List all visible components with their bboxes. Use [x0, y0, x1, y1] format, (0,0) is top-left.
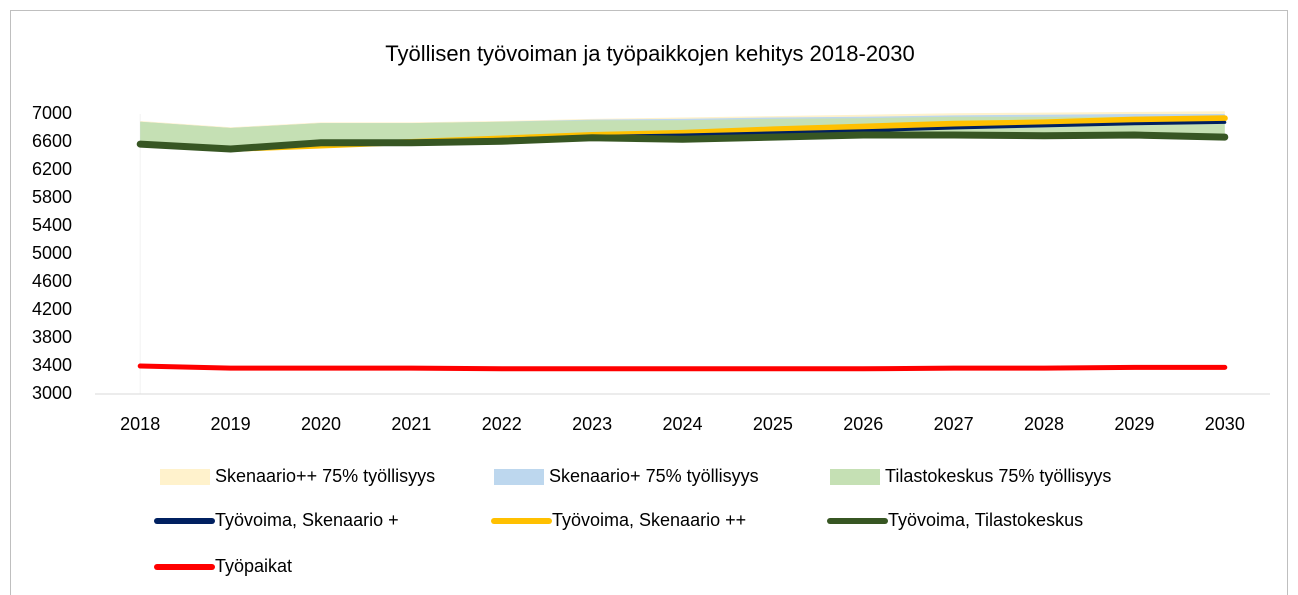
x-tick-label: 2024 — [662, 414, 702, 434]
legend-label: Työpaikat — [215, 556, 292, 576]
legend-label: Työvoima, Skenaario ++ — [552, 510, 746, 530]
x-tick-label: 2021 — [391, 414, 431, 434]
x-tick-label: 2022 — [482, 414, 522, 434]
y-tick-label: 4600 — [32, 271, 72, 291]
y-tick-label: 3800 — [32, 327, 72, 347]
y-tick-label: 7000 — [32, 103, 72, 123]
series-line — [136, 131, 1229, 153]
y-tick-label: 5400 — [32, 215, 72, 235]
legend-label: Työvoima, Tilastokeskus — [888, 510, 1083, 530]
x-tick-label: 2026 — [843, 414, 883, 434]
chart-frame — [10, 10, 1288, 595]
y-tick-label: 5800 — [32, 187, 72, 207]
legend-label: Tilastokeskus 75% työllisyys — [885, 466, 1111, 486]
legend-swatch — [160, 469, 210, 485]
y-tick-label: 3400 — [32, 355, 72, 375]
y-tick-label: 3000 — [32, 383, 72, 403]
x-tick-label: 2029 — [1114, 414, 1154, 434]
chart-title: Työllisen työvoiman ja työpaikkojen kehi… — [385, 41, 915, 66]
x-tick-label: 2018 — [120, 414, 160, 434]
y-tick-label: 5000 — [32, 243, 72, 263]
x-tick-label: 2025 — [753, 414, 793, 434]
legend-swatch — [830, 469, 880, 485]
y-tick-label: 4200 — [32, 299, 72, 319]
legend-swatch — [494, 469, 544, 485]
x-tick-label: 2020 — [301, 414, 341, 434]
legend-label: Skenaario+ 75% työllisyys — [549, 466, 759, 486]
y-tick-label: 6200 — [32, 159, 72, 179]
x-tick-label: 2030 — [1205, 414, 1245, 434]
legend-label: Työvoima, Skenaario + — [215, 510, 399, 530]
x-tick-label: 2028 — [1024, 414, 1064, 434]
x-tick-label: 2019 — [211, 414, 251, 434]
series-line — [137, 363, 1228, 372]
y-tick-label: 6600 — [32, 131, 72, 151]
legend-label: Skenaario++ 75% työllisyys — [215, 466, 435, 486]
x-tick-label: 2023 — [572, 414, 612, 434]
x-tick-label: 2027 — [934, 414, 974, 434]
